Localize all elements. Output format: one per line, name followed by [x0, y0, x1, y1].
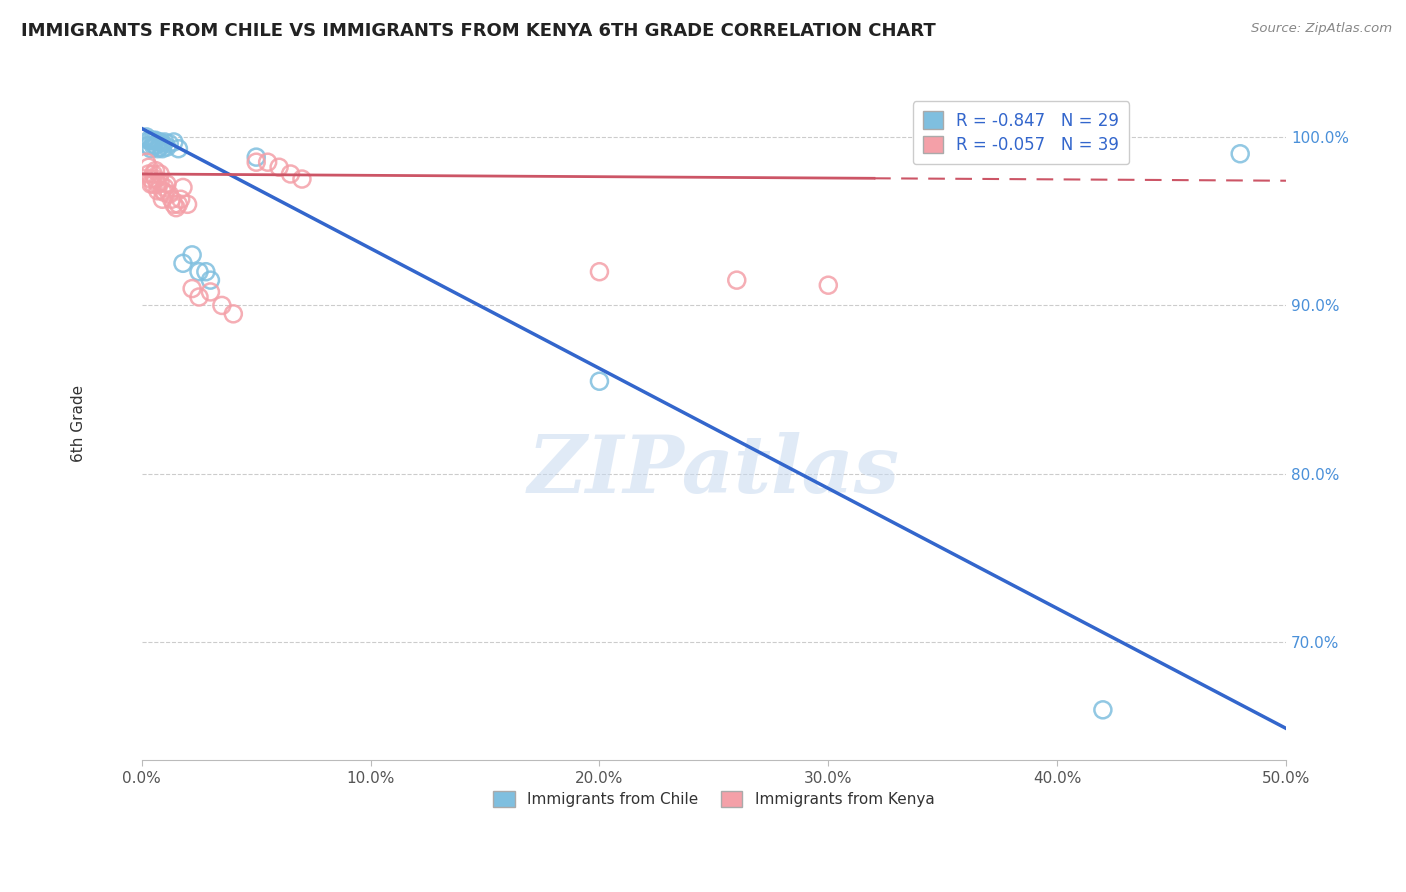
Point — [256, 155, 278, 169]
Point — [138, 160, 160, 174]
Point — [149, 175, 172, 189]
Point — [157, 136, 180, 151]
Point — [156, 177, 179, 191]
Point — [291, 172, 314, 186]
Point — [245, 150, 267, 164]
Point — [188, 265, 211, 279]
Point — [138, 133, 160, 147]
Point — [194, 265, 217, 279]
Point — [142, 177, 165, 191]
Point — [139, 142, 162, 156]
Point — [153, 135, 176, 149]
Point — [146, 177, 169, 191]
Point — [817, 278, 839, 293]
Text: ZIPatlas: ZIPatlas — [527, 432, 900, 509]
Point — [269, 160, 291, 174]
Point — [142, 133, 165, 147]
Point — [150, 136, 173, 151]
Point — [146, 142, 169, 156]
Point — [157, 187, 180, 202]
Point — [138, 167, 160, 181]
Point — [135, 129, 157, 144]
Point — [181, 248, 204, 262]
Text: Source: ZipAtlas.com: Source: ZipAtlas.com — [1251, 22, 1392, 36]
Point — [150, 192, 173, 206]
Point — [222, 307, 245, 321]
Point — [149, 140, 172, 154]
Point — [145, 172, 167, 186]
Point — [176, 197, 198, 211]
Point — [160, 192, 183, 206]
Point — [725, 273, 748, 287]
Point — [200, 285, 222, 299]
Point — [172, 180, 194, 194]
Point — [145, 163, 167, 178]
Point — [139, 133, 162, 147]
Point — [135, 155, 157, 169]
Point — [211, 298, 233, 312]
Point — [167, 142, 190, 156]
Point — [280, 167, 302, 181]
Point — [146, 135, 169, 149]
Point — [172, 256, 194, 270]
Point — [163, 135, 186, 149]
Point — [153, 186, 176, 200]
Point — [181, 282, 204, 296]
Point — [188, 290, 211, 304]
Point — [588, 374, 610, 388]
Point — [153, 180, 176, 194]
Point — [139, 177, 162, 191]
Point — [156, 140, 179, 154]
Point — [1229, 146, 1251, 161]
Point — [200, 273, 222, 287]
Point — [588, 265, 610, 279]
Text: IMMIGRANTS FROM CHILE VS IMMIGRANTS FROM KENYA 6TH GRADE CORRELATION CHART: IMMIGRANTS FROM CHILE VS IMMIGRANTS FROM… — [21, 22, 936, 40]
Point — [142, 167, 165, 181]
Point — [146, 184, 169, 198]
Point — [149, 135, 172, 149]
Point — [1091, 703, 1114, 717]
Point — [142, 138, 165, 153]
Point — [170, 192, 193, 206]
Legend: Immigrants from Chile, Immigrants from Kenya: Immigrants from Chile, Immigrants from K… — [488, 785, 941, 814]
Point — [150, 184, 173, 198]
Point — [149, 167, 172, 181]
Point — [138, 138, 160, 153]
Point — [163, 197, 186, 211]
Point — [139, 172, 162, 186]
Y-axis label: 6th Grade: 6th Grade — [72, 384, 86, 462]
Point — [145, 133, 167, 147]
Point — [165, 201, 187, 215]
Point — [145, 138, 167, 153]
Point — [245, 155, 267, 169]
Point — [167, 197, 190, 211]
Point — [150, 142, 173, 156]
